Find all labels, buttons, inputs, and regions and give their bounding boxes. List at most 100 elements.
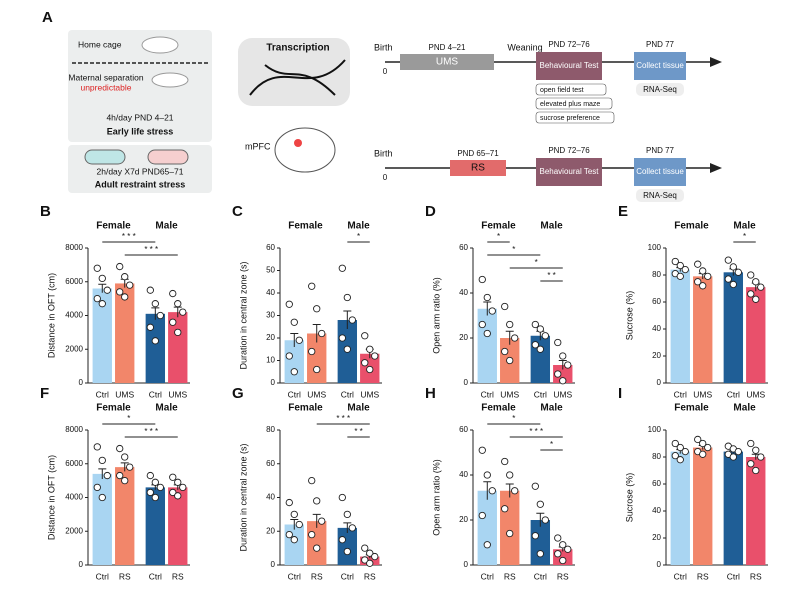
x-tick-label: Ctrl (481, 389, 494, 399)
data-point (506, 529, 514, 538)
data-point (554, 370, 562, 378)
error-bar (98, 468, 107, 479)
y-tick-label: 40 (266, 493, 275, 502)
bar (337, 527, 358, 565)
y-tick-label: 60 (459, 425, 468, 434)
data-point (694, 435, 702, 444)
birth: Birth (374, 148, 393, 158)
data-point (681, 447, 689, 456)
data-point (290, 510, 298, 519)
panel-label: E (618, 203, 628, 220)
stress-box (400, 54, 494, 70)
x-tick-label: Ctrl (288, 571, 301, 581)
data-point (501, 505, 509, 513)
data-point (366, 365, 374, 374)
y-tick-label: 80 (652, 270, 661, 279)
data-point (506, 356, 514, 365)
data-point (93, 483, 101, 492)
data-point (729, 280, 737, 289)
y-tick-label: 0 (271, 378, 276, 387)
data-point (169, 318, 177, 326)
error-bar (536, 512, 545, 527)
y-tick-label: 6000 (65, 459, 83, 468)
data-point (747, 290, 755, 298)
data-point (174, 300, 182, 308)
data-point (116, 262, 124, 271)
bar (145, 487, 166, 565)
x-tick-label: UMS (553, 389, 572, 399)
group-label: Male (347, 403, 370, 414)
x-tick-label: Ctrl (149, 571, 162, 581)
data-point (699, 267, 707, 275)
group-label: Male (540, 403, 563, 414)
data-point (554, 534, 562, 542)
rna-box (636, 189, 684, 202)
brain-schematic: Transcription mPFC (238, 38, 350, 173)
y-tick-label: 0 (657, 378, 662, 387)
data-point (103, 471, 111, 480)
els-title: Early life stress (107, 126, 174, 136)
group-label: Female (481, 221, 516, 232)
arrow (710, 163, 722, 173)
significance-label: * (127, 414, 130, 423)
data-point (151, 478, 159, 486)
data-point (285, 352, 293, 360)
x-tick-label: RS (364, 571, 376, 581)
x-tick-label: UMS (500, 389, 519, 399)
data-point (559, 541, 567, 549)
bar (115, 467, 135, 565)
group-label: Male (155, 403, 178, 414)
x-tick-label: RS (557, 571, 569, 581)
significance-label: * (512, 414, 515, 423)
data-point (729, 263, 737, 271)
y-tick-label: 20 (266, 333, 275, 342)
bar (284, 524, 304, 565)
data-point (98, 456, 106, 465)
error-bar (483, 301, 492, 316)
y-axis-label: Distance in OFT (cm) (46, 273, 56, 358)
data-point (366, 559, 374, 567)
bar (746, 287, 766, 383)
error-bar (290, 518, 299, 530)
panel-label: B (40, 203, 51, 220)
data-point (295, 336, 303, 344)
y-axis-label: Distance in OFT (cm) (46, 455, 56, 540)
rna: RNA-Seq (643, 191, 677, 200)
x-tick-label: Ctrl (727, 389, 740, 399)
bar (145, 313, 166, 383)
data-point (676, 261, 684, 270)
timeline-2: Birth 0 RS PND 65–71 Behavioural Test PN… (374, 146, 722, 202)
panel-label: D (425, 203, 436, 220)
data-point (676, 456, 684, 464)
data-point (559, 352, 567, 360)
stress-schematic: Home cage Maternal separation unpredicta… (68, 30, 212, 193)
bar (92, 288, 112, 383)
data-point (285, 530, 293, 539)
y-axis-label: Open arm ratio (%) (431, 277, 441, 354)
data-point (308, 476, 316, 485)
x-tick-label: Ctrl (341, 571, 354, 581)
panel-label: G (232, 385, 244, 402)
data-point (156, 483, 164, 492)
rna: RNA-Seq (643, 85, 677, 94)
data-point (564, 545, 572, 553)
data-point (752, 446, 760, 454)
data-point (483, 471, 491, 479)
error-bar (343, 522, 352, 533)
data-point (361, 556, 369, 564)
data-point (313, 544, 321, 552)
data-point (704, 443, 712, 452)
data-point (371, 552, 379, 561)
group-label: Male (155, 221, 178, 232)
rat-icon (141, 36, 179, 54)
data-point (308, 530, 316, 539)
data-point (313, 305, 321, 313)
y-tick-label: 100 (648, 243, 662, 252)
y-axis-label: Sucrose (%) (624, 291, 634, 341)
data-point (747, 439, 755, 448)
data-point (169, 473, 177, 481)
data-point (506, 471, 514, 479)
x-tick-label: RS (119, 571, 131, 581)
data-point (121, 273, 129, 281)
data-point (559, 377, 567, 385)
